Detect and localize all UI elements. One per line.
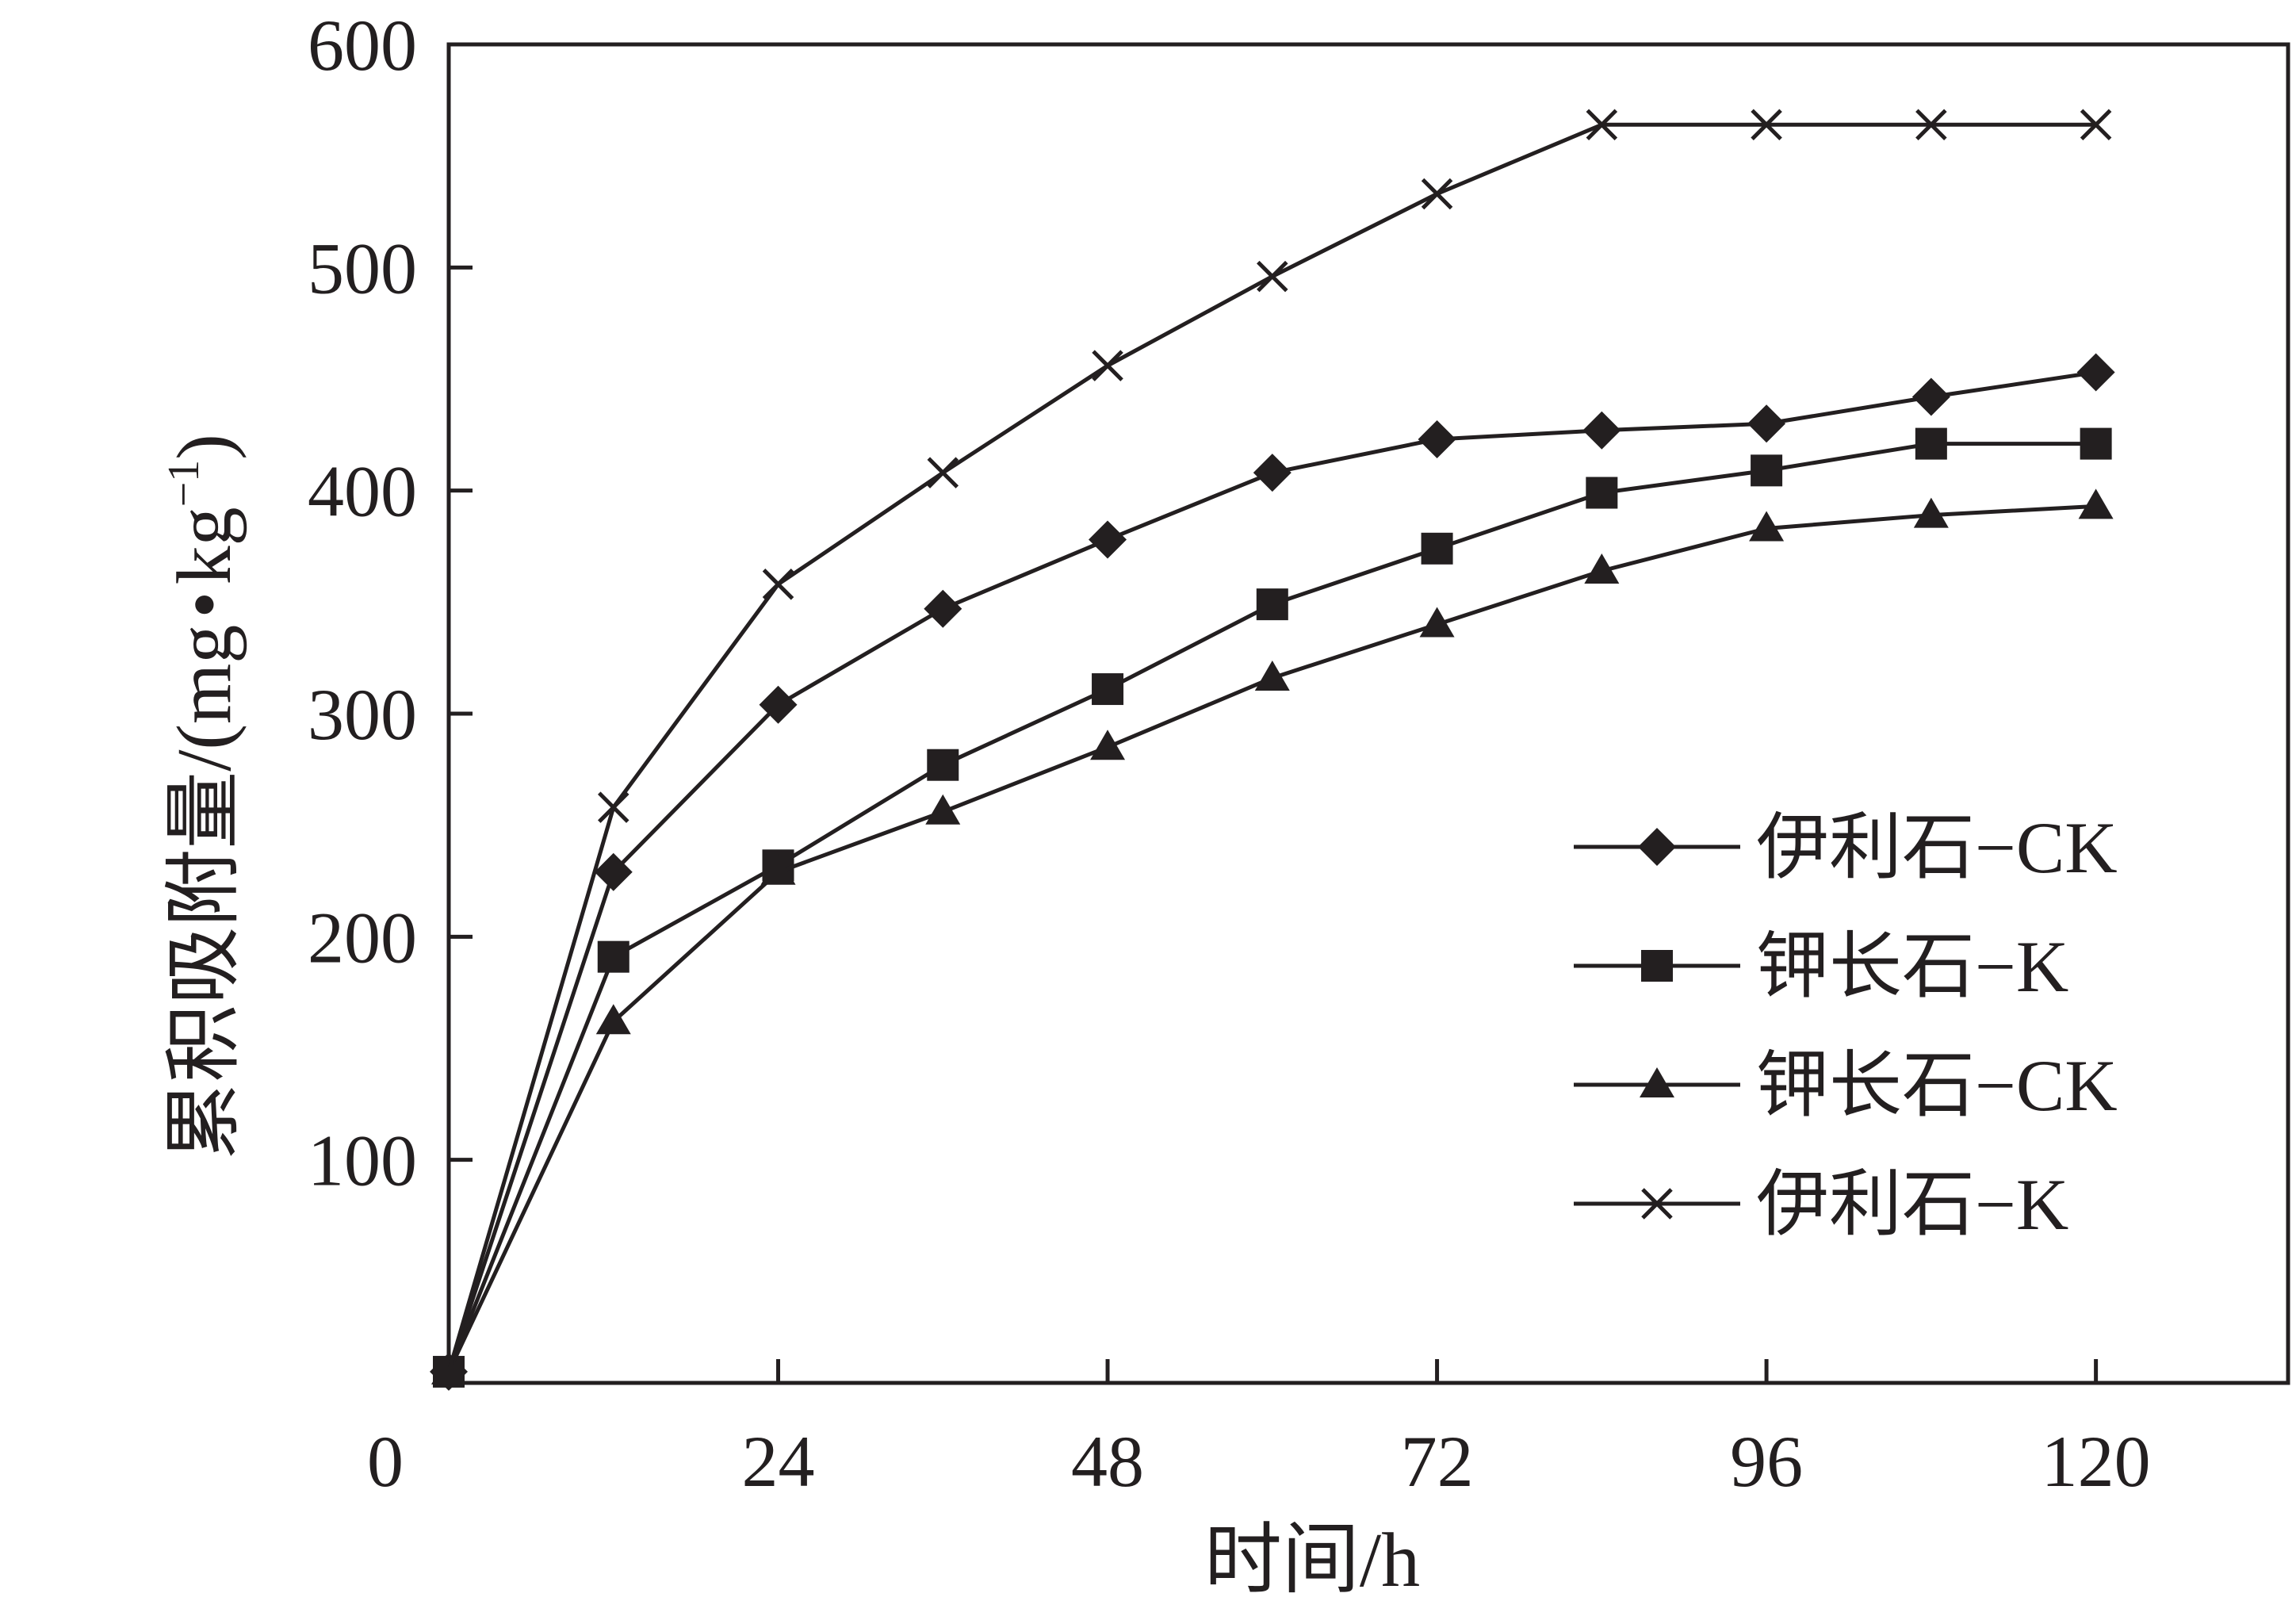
axis-labels: 时间/h 累积吸附量/(mg • kg−1) xyxy=(159,434,1420,1603)
legend: 伊利石−CK 钾长石−K 钾长石−CK 伊利石−K xyxy=(1574,807,2118,1245)
data-point xyxy=(1749,511,1785,542)
data-point xyxy=(1090,730,1126,760)
data-point xyxy=(2076,353,2115,392)
legend-label: 钾长石−K xyxy=(1756,926,2068,1007)
x-tick-label: 120 xyxy=(2042,1421,2151,1502)
data-point xyxy=(1747,404,1786,443)
legend-label: 伊利石−CK xyxy=(1756,807,2118,888)
y-axis-title-close: ) xyxy=(162,434,247,460)
legend-label: 伊利石−K xyxy=(1756,1164,2068,1245)
data-point xyxy=(762,569,794,600)
data-point xyxy=(1586,109,1618,141)
data-point xyxy=(1092,673,1124,706)
data-point xyxy=(433,1356,465,1388)
data-point xyxy=(1911,377,1950,416)
legend-item: 伊利石−K xyxy=(1574,1164,2068,1245)
y-axis-title-unit: kg xyxy=(162,507,247,584)
data-point xyxy=(1915,427,1947,460)
legend-marker xyxy=(1641,950,1673,982)
data-point xyxy=(597,791,629,823)
x-axis-title: 时间/h xyxy=(1204,1518,1420,1603)
cross-stroke xyxy=(1641,1188,1673,1220)
cross-stroke xyxy=(433,1356,465,1388)
legend-item: 钾长石−K xyxy=(1574,926,2068,1007)
y-tick-label: 300 xyxy=(308,674,417,755)
data-point xyxy=(1257,260,1288,293)
cross-stroke xyxy=(1421,178,1453,210)
data-point xyxy=(1751,454,1783,487)
data-point xyxy=(1915,109,1947,141)
data-point xyxy=(1419,607,1455,638)
y-tick-label: 500 xyxy=(308,228,417,308)
data-point xyxy=(2078,488,2114,519)
cross-stroke xyxy=(762,569,794,600)
y-axis-title: 累积吸附量/(mg • kg−1) xyxy=(159,434,247,1160)
data-point xyxy=(1582,411,1621,450)
x-tick-label: 96 xyxy=(1730,1421,1803,1502)
data-point xyxy=(1256,588,1288,621)
legend-marker xyxy=(1640,1067,1674,1097)
data-point xyxy=(1584,553,1620,584)
axis-ticks: 100 200 300 400 500 600 0 24 48 72 96 120 xyxy=(308,5,2151,1502)
series-2 xyxy=(433,427,2112,1388)
data-point xyxy=(2080,109,2112,141)
data-point xyxy=(597,940,629,973)
data-point xyxy=(595,1004,631,1035)
legend-label: 钾长石−CK xyxy=(1756,1045,2118,1126)
x-tick-label: 48 xyxy=(1071,1421,1144,1502)
data-point xyxy=(1418,419,1456,458)
data-point xyxy=(2080,427,2112,460)
data-point xyxy=(1421,178,1453,210)
x-tick-label: 0 xyxy=(367,1421,404,1502)
data-point xyxy=(927,749,959,781)
legend-item: 钾长石−CK xyxy=(1574,1045,2118,1126)
cross-stroke xyxy=(1751,109,1782,141)
y-axis-title-main: 累积吸附量/(mg xyxy=(162,625,247,1160)
y-tick-label: 100 xyxy=(308,1120,417,1201)
data-point xyxy=(594,852,633,891)
data-point xyxy=(1089,520,1127,559)
data-point xyxy=(1421,532,1453,565)
series-4 xyxy=(433,109,2112,1388)
cross-stroke xyxy=(1915,109,1947,141)
data-point xyxy=(1913,497,1949,528)
y-tick-label: 400 xyxy=(308,451,417,532)
cross-stroke xyxy=(1092,350,1123,381)
legend-item: 伊利石−CK xyxy=(1574,807,2118,888)
data-point xyxy=(925,794,961,825)
data-point xyxy=(924,589,962,628)
data-point xyxy=(1586,477,1618,509)
data-point xyxy=(1092,350,1123,381)
cross-stroke xyxy=(1586,109,1618,141)
x-tick-label: 24 xyxy=(742,1421,815,1502)
y-tick-label: 600 xyxy=(308,5,417,86)
data-point xyxy=(1254,660,1290,691)
data-point xyxy=(1751,109,1782,141)
x-tick-label: 72 xyxy=(1401,1421,1474,1502)
cross-stroke xyxy=(2080,109,2112,141)
data-series xyxy=(430,109,2115,1391)
cross-stroke xyxy=(597,791,629,823)
data-point xyxy=(759,685,798,724)
y-tick-label: 200 xyxy=(308,897,417,978)
data-point xyxy=(760,854,796,885)
legend-marker xyxy=(1641,1188,1673,1220)
data-point xyxy=(927,457,959,488)
cross-stroke xyxy=(1257,260,1288,293)
y-axis-title-dot: • xyxy=(162,591,247,618)
series-3 xyxy=(431,488,2114,1384)
cross-stroke xyxy=(927,457,959,488)
data-point xyxy=(1253,454,1292,492)
legend-marker xyxy=(1638,828,1676,866)
y-axis-title-superscript: −1 xyxy=(159,460,209,507)
